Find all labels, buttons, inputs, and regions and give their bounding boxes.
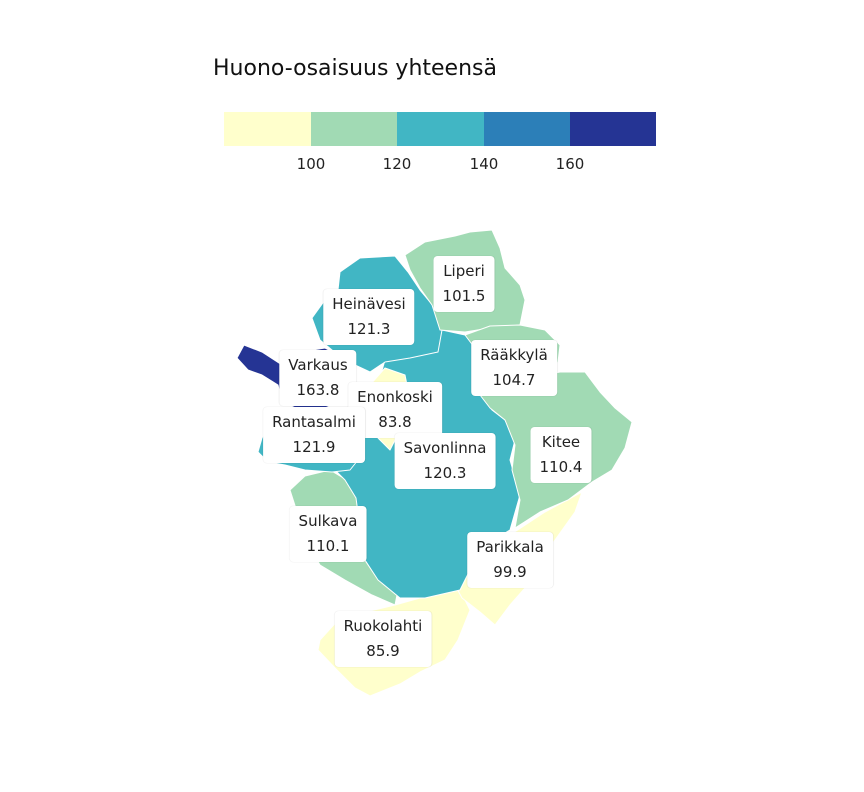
label-varkaus: Varkaus 163.8 <box>279 350 357 406</box>
label-savonlinna: Savonlinna 120.3 <box>394 433 496 489</box>
legend-swatch-1 <box>224 112 311 146</box>
label-rantasalmi-name: Rantasalmi <box>272 413 356 431</box>
label-parikkala-value: 99.9 <box>493 563 527 581</box>
legend-tick-140: 140 <box>469 155 499 173</box>
legend-swatch-3 <box>397 112 484 146</box>
legend-tick-120: 120 <box>382 155 412 173</box>
label-sulkava-value: 110.1 <box>306 537 350 555</box>
label-ruokolahti: Ruokolahti 85.9 <box>334 611 432 667</box>
legend-swatch-5 <box>570 112 656 146</box>
label-rantasalmi: Rantasalmi 121.9 <box>263 407 365 463</box>
legend-tick-100: 100 <box>296 155 326 173</box>
label-ruokolahti-value: 85.9 <box>366 642 400 660</box>
legend-swatch-2 <box>311 112 397 146</box>
label-varkaus-value: 163.8 <box>296 381 340 399</box>
label-parikkala-name: Parikkala <box>476 538 544 556</box>
label-liperi-name: Liperi <box>443 262 485 280</box>
label-savonlinna-value: 120.3 <box>423 464 467 482</box>
label-liperi: Liperi 101.5 <box>433 256 495 312</box>
label-kitee: Kitee 110.4 <box>530 427 592 483</box>
label-raakkyla: Rääkkylä 104.7 <box>471 340 557 396</box>
label-heinavesi: Heinävesi 121.3 <box>323 289 415 345</box>
label-enonkoski-value: 83.8 <box>378 413 412 431</box>
label-varkaus-name: Varkaus <box>288 356 348 374</box>
label-raakkyla-name: Rääkkylä <box>480 346 548 364</box>
legend-tick-160: 160 <box>555 155 585 173</box>
label-rantasalmi-value: 121.9 <box>292 438 336 456</box>
label-enonkoski-name: Enonkoski <box>357 388 433 406</box>
map-title: Huono-osaisuus yhteensä <box>213 56 497 81</box>
label-sulkava-name: Sulkava <box>298 512 358 530</box>
label-kitee-name: Kitee <box>541 433 581 451</box>
label-sulkava: Sulkava 110.1 <box>289 506 367 562</box>
label-heinavesi-name: Heinävesi <box>332 295 406 313</box>
label-raakkyla-value: 104.7 <box>492 371 536 389</box>
legend-swatch-4 <box>484 112 570 146</box>
label-kitee-value: 110.4 <box>539 458 583 476</box>
label-ruokolahti-name: Ruokolahti <box>343 617 423 635</box>
label-savonlinna-name: Savonlinna <box>403 439 487 457</box>
label-liperi-value: 101.5 <box>442 287 486 305</box>
label-heinavesi-value: 121.3 <box>347 320 391 338</box>
label-parikkala: Parikkala 99.9 <box>467 532 553 588</box>
